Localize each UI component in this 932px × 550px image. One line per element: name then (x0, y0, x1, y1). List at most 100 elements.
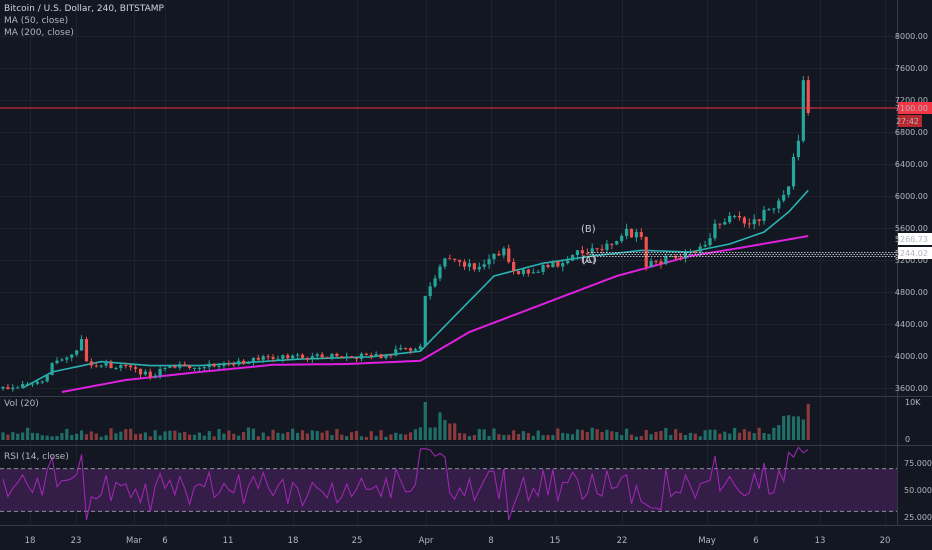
band-cell (630, 256, 632, 257)
candle-body (413, 349, 418, 351)
candle-body (251, 357, 256, 364)
time-tick: 18 (288, 536, 299, 546)
candle-body (354, 357, 359, 359)
volume-bar (237, 435, 241, 440)
price-tick: 5600.00 (895, 224, 928, 233)
band-cell (718, 254, 720, 255)
volume-bar (703, 430, 707, 440)
band-cell (633, 252, 635, 253)
band-cell (867, 252, 869, 253)
band-cell (811, 254, 813, 255)
band-cell (618, 252, 620, 253)
band-cell (762, 252, 764, 253)
band-cell (721, 254, 723, 255)
band-cell (643, 254, 645, 255)
wave-annotations[interactable]: (B) (A)(C) (581, 224, 597, 266)
band-cell (789, 256, 791, 257)
candle-body (168, 366, 172, 368)
volume-bar (507, 434, 511, 440)
candle-body (497, 253, 501, 256)
volume-bar (25, 427, 30, 440)
volume-bar (11, 432, 15, 440)
volume-bar (624, 428, 629, 440)
band-cell (795, 252, 797, 253)
volume-bar (1, 432, 5, 440)
candle-body (787, 186, 791, 195)
band-cell (702, 252, 704, 253)
rsi-tick: 50.0000 (904, 486, 932, 495)
volume-bar (305, 433, 310, 440)
legend-vol[interactable]: Vol (20) (4, 399, 39, 409)
volume-bar (187, 434, 192, 440)
band-cell (631, 254, 633, 255)
candle-body (192, 367, 197, 369)
candle-body (310, 356, 314, 360)
volume-bar (227, 430, 231, 440)
legend-ma200[interactable]: MA (200, close) (4, 28, 74, 38)
band-cell (678, 256, 680, 257)
candle-body (767, 209, 771, 211)
band-cell (676, 254, 678, 255)
legend-ma50[interactable]: MA (50, close) (4, 16, 69, 26)
candle-body (551, 261, 555, 268)
band-cell (778, 254, 780, 255)
candle-body (521, 269, 526, 275)
volume-bar (89, 431, 93, 440)
band-cell (663, 256, 665, 257)
band-cell (601, 254, 603, 255)
band-cell (591, 252, 593, 253)
countdown-tag (898, 115, 922, 127)
band-cell (627, 252, 629, 253)
band-cell (775, 254, 777, 255)
band-cell (687, 256, 689, 257)
candle-body (187, 365, 192, 369)
band-cell (715, 254, 717, 255)
candle-body (296, 354, 300, 356)
candle-body (732, 215, 737, 217)
band-cell (783, 252, 785, 253)
candle-body (369, 355, 373, 357)
legend-title[interactable]: Bitcoin / U.S. Dollar, 240, BITSTAMP (4, 4, 164, 14)
band-cell (751, 254, 753, 255)
band-cell (697, 254, 699, 255)
volume-bar (79, 430, 84, 440)
band-cell (711, 256, 713, 257)
volume-bar (732, 427, 737, 440)
volume-bar (296, 432, 300, 440)
band-cell (780, 252, 782, 253)
volume-bar (16, 433, 20, 440)
volume-bar (595, 429, 599, 440)
volume-bar (350, 432, 354, 440)
band-cell (654, 256, 656, 257)
band-cell (876, 252, 878, 253)
time-tick: 6 (753, 536, 758, 546)
time-axis[interactable]: 18 23 Mar 6 11 18 25 Apr 8 15 22 May 6 13 20 (25, 536, 891, 546)
band-cell (636, 252, 638, 253)
legend-rsi[interactable]: RSI (14, close) (4, 452, 69, 462)
volume-bar (384, 436, 388, 440)
band-cell (867, 256, 869, 257)
price-tick: 8000.00 (895, 32, 928, 41)
band-cell (684, 256, 686, 257)
band-cell (879, 256, 881, 257)
volume-bar (737, 432, 742, 440)
band-cell (691, 254, 693, 255)
volume-bar (399, 433, 403, 440)
volume-bar (207, 431, 211, 440)
volume-bar (30, 432, 35, 440)
price-tag-text: 7100.00 (895, 104, 928, 113)
candle-body (561, 263, 565, 267)
volume-bar (394, 432, 398, 440)
support-band[interactable] (588, 252, 897, 257)
band-cell (858, 256, 860, 257)
band-cell (612, 252, 614, 253)
band-cell (621, 256, 623, 257)
band-cell (633, 256, 635, 257)
candle-body (143, 371, 147, 375)
price-axis[interactable]: 8000.00 7600.00 7200.00 6800.00 6400.00 6000.… (895, 32, 932, 522)
band-cell (745, 254, 747, 255)
band-cell (630, 252, 632, 253)
candle-body (325, 357, 329, 359)
band-cell (682, 254, 684, 255)
